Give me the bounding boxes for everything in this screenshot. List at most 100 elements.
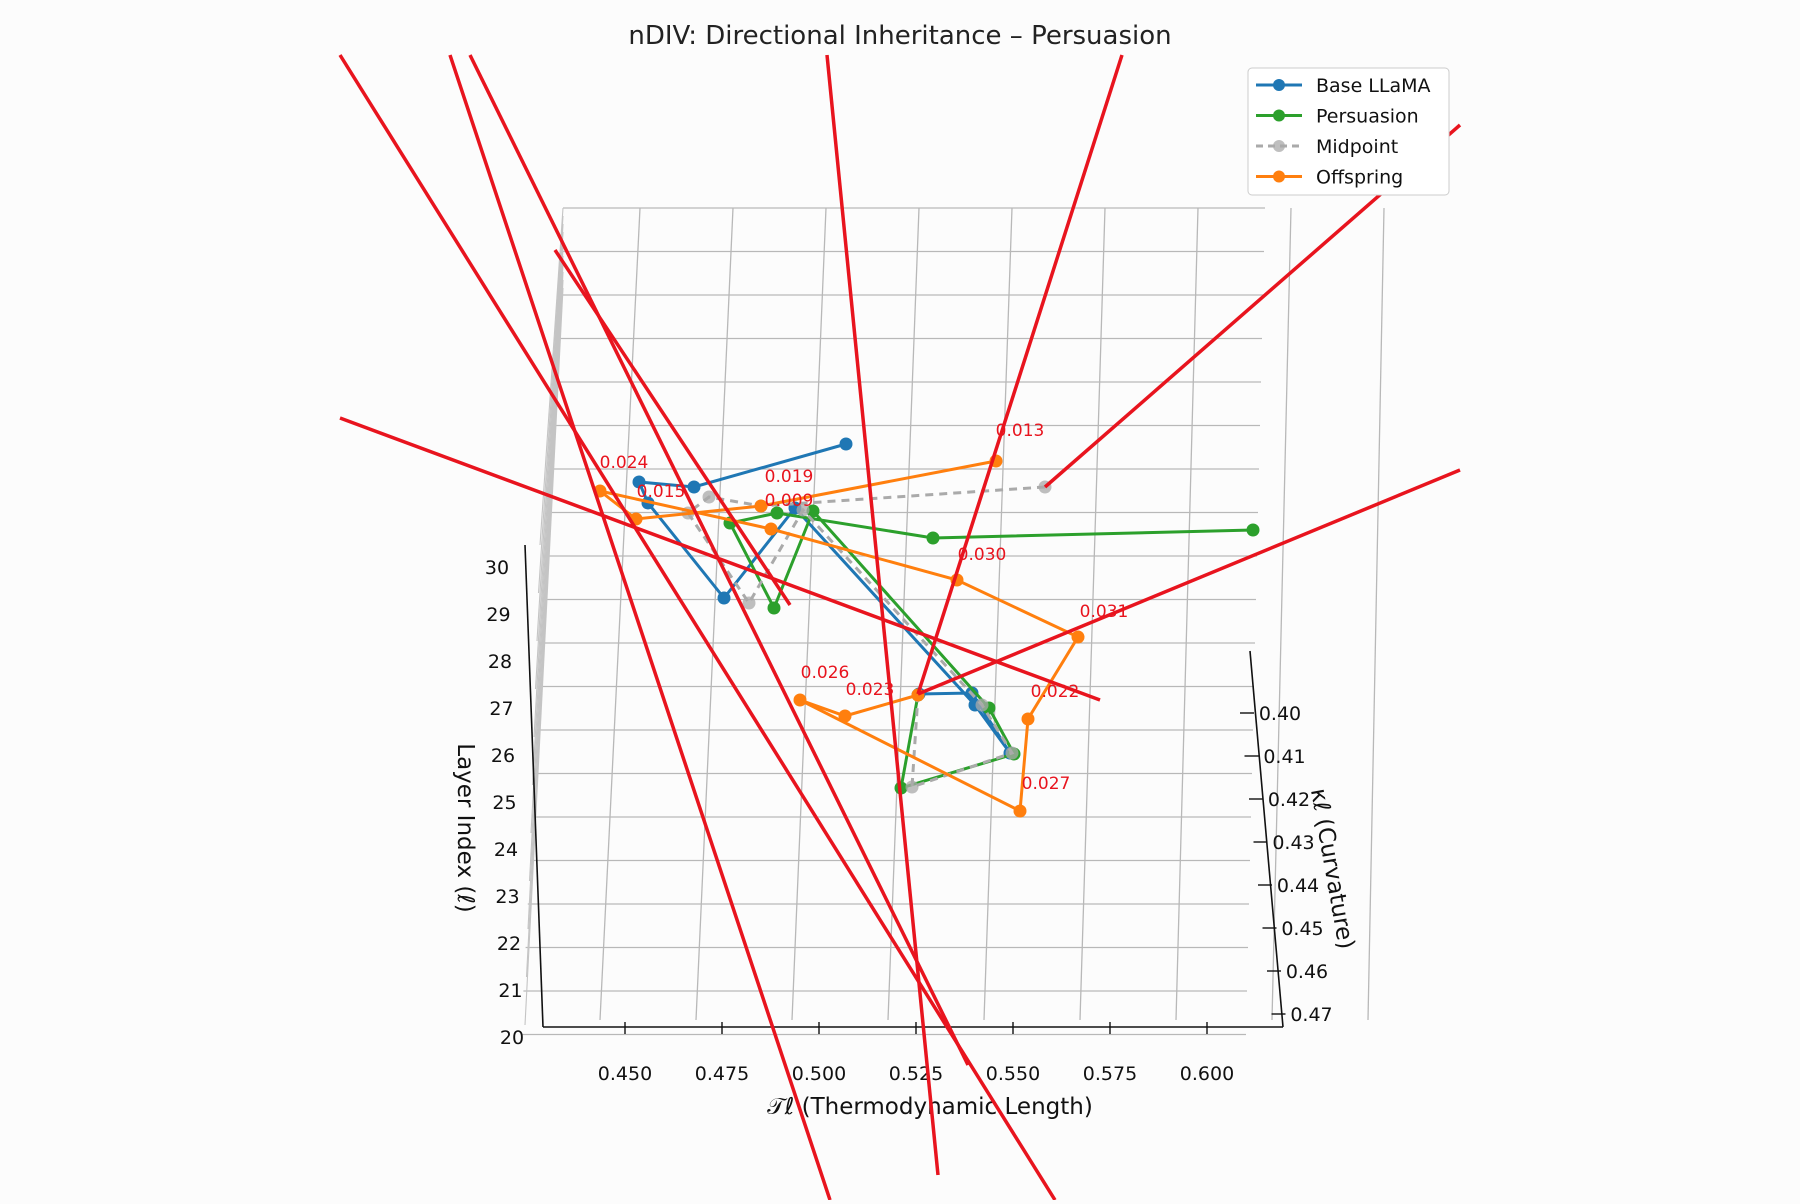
data-point bbox=[1021, 712, 1035, 726]
z-tick-label: 27 bbox=[489, 698, 513, 720]
annotation-label: 0.030 bbox=[958, 545, 1007, 565]
grid-line-side bbox=[531, 247, 564, 786]
chart-title: nDIV: Directional Inheritance – Persuasi… bbox=[628, 21, 1171, 51]
legend-label: Midpoint bbox=[1316, 136, 1398, 158]
legend-box bbox=[1247, 67, 1450, 196]
grid-line-side bbox=[524, 287, 564, 1026]
grid-line-vertical bbox=[599, 207, 641, 1021]
grid-line-vertical bbox=[1175, 207, 1199, 1021]
data-point bbox=[1246, 523, 1260, 537]
z-tick-label: 26 bbox=[491, 745, 515, 767]
direction-line bbox=[448, 54, 832, 1201]
direction-line bbox=[917, 468, 1461, 696]
z-tick-label: 25 bbox=[492, 792, 516, 814]
z-tick-labels: 20 21 22 23 24 25 26 27 28 29 30 bbox=[485, 557, 524, 1049]
data-point bbox=[764, 522, 778, 536]
grid-line-side bbox=[537, 215, 564, 594]
data-point bbox=[905, 780, 919, 794]
data-point bbox=[838, 709, 852, 723]
data-point bbox=[742, 596, 756, 610]
y-tick-label: 0.41 bbox=[1263, 746, 1305, 768]
y-tick-label: 0.42 bbox=[1268, 789, 1310, 811]
y-tick-label: 0.46 bbox=[1286, 961, 1328, 983]
y-axis-line bbox=[1249, 650, 1284, 1028]
z-tick-label: 23 bbox=[495, 886, 519, 908]
z-tick-label: 24 bbox=[494, 839, 518, 861]
legend-label: Offspring bbox=[1316, 167, 1403, 189]
z-tick-label: 20 bbox=[500, 1027, 524, 1049]
axes bbox=[524, 544, 1284, 1028]
data-point bbox=[770, 506, 784, 520]
x-tick-label: 0.475 bbox=[695, 1063, 749, 1085]
data-point bbox=[1005, 746, 1019, 760]
annotation-label: 0.013 bbox=[996, 421, 1045, 441]
annotation-label: 0.023 bbox=[846, 680, 895, 700]
grid bbox=[521, 207, 1385, 1036]
y-tick-label: 0.47 bbox=[1290, 1004, 1332, 1026]
legend-label: Persuasion bbox=[1316, 106, 1419, 128]
z-tick-label: 28 bbox=[488, 651, 512, 673]
direction-lines bbox=[338, 54, 1462, 1201]
x-tick-label: 0.450 bbox=[598, 1063, 652, 1085]
z-axis-label: Layer Index (ℓ) bbox=[452, 743, 478, 913]
annotation-label: 0.019 bbox=[765, 467, 814, 487]
y-tick-label: 0.44 bbox=[1277, 875, 1319, 897]
annotation-label: 0.015 bbox=[637, 482, 686, 502]
data-point bbox=[632, 475, 646, 489]
z-axis-line bbox=[524, 544, 544, 1028]
grid-line-side bbox=[533, 239, 564, 738]
series-offspring bbox=[593, 454, 1085, 818]
x-tick-labels: 0.450 0.475 0.500 0.525 0.550 0.575 0.600 bbox=[598, 1022, 1234, 1085]
legend-item: Base LLaMA bbox=[1256, 75, 1431, 97]
grid-line-side bbox=[536, 223, 564, 642]
annotation-label: 0.031 bbox=[1080, 602, 1129, 622]
series-layer bbox=[593, 437, 1260, 818]
z-tick-label: 29 bbox=[486, 604, 510, 626]
legend-marker bbox=[1273, 79, 1285, 91]
legend-item: Persuasion bbox=[1256, 106, 1419, 128]
legend-item: Offspring bbox=[1256, 167, 1403, 189]
legend-marker bbox=[1273, 170, 1285, 183]
x-tick-label: 0.600 bbox=[1180, 1063, 1234, 1085]
annotation-label: 0.022 bbox=[1031, 682, 1080, 702]
grid-line-vertical bbox=[1271, 207, 1292, 1021]
annotations: 0.013 0.019 0.015 0.024 0.009 0.030 0.031 0.022… bbox=[600, 421, 1129, 794]
data-point bbox=[1071, 630, 1085, 644]
y-tick-labels: 0.40 0.41 0.42 0.43 0.44 0.45 0.46 0.47 bbox=[1240, 703, 1333, 1026]
grid-line-vertical bbox=[695, 207, 734, 1021]
data-point bbox=[806, 504, 820, 518]
grid-line-vertical bbox=[1367, 207, 1385, 1021]
direction-line bbox=[338, 54, 1057, 1201]
data-point bbox=[767, 601, 781, 615]
legend-label: Base LLaMA bbox=[1316, 75, 1431, 97]
z-tick-label: 21 bbox=[498, 980, 522, 1002]
series-line bbox=[636, 442, 1012, 754]
direction-line bbox=[916, 54, 1124, 695]
data-point bbox=[687, 480, 701, 494]
x-tick-label: 0.500 bbox=[792, 1063, 846, 1085]
annotation-label: 0.027 bbox=[1022, 774, 1071, 794]
legend-item: Midpoint bbox=[1256, 136, 1398, 158]
annotation-label: 0.026 bbox=[801, 663, 850, 683]
x-tick-label: 0.550 bbox=[986, 1063, 1040, 1085]
series-line bbox=[685, 485, 1046, 790]
grid-line-vertical bbox=[983, 207, 1013, 1021]
data-point bbox=[702, 490, 716, 504]
annotation-label: 0.024 bbox=[600, 453, 649, 473]
data-point bbox=[796, 503, 810, 517]
annotation-label: 0.009 bbox=[765, 491, 814, 511]
z-tick-label: 22 bbox=[497, 933, 521, 955]
grid-line-vertical bbox=[1079, 207, 1106, 1021]
data-point bbox=[793, 693, 807, 707]
grid-line-side bbox=[534, 231, 564, 690]
data-point bbox=[839, 437, 853, 451]
grid-line-side bbox=[539, 207, 564, 546]
data-point bbox=[926, 531, 940, 545]
grid-line-vertical bbox=[791, 207, 827, 1021]
data-point bbox=[975, 698, 989, 712]
x-tick-label: 0.525 bbox=[889, 1063, 943, 1085]
legend-marker bbox=[1273, 109, 1285, 122]
data-point bbox=[1013, 804, 1027, 818]
